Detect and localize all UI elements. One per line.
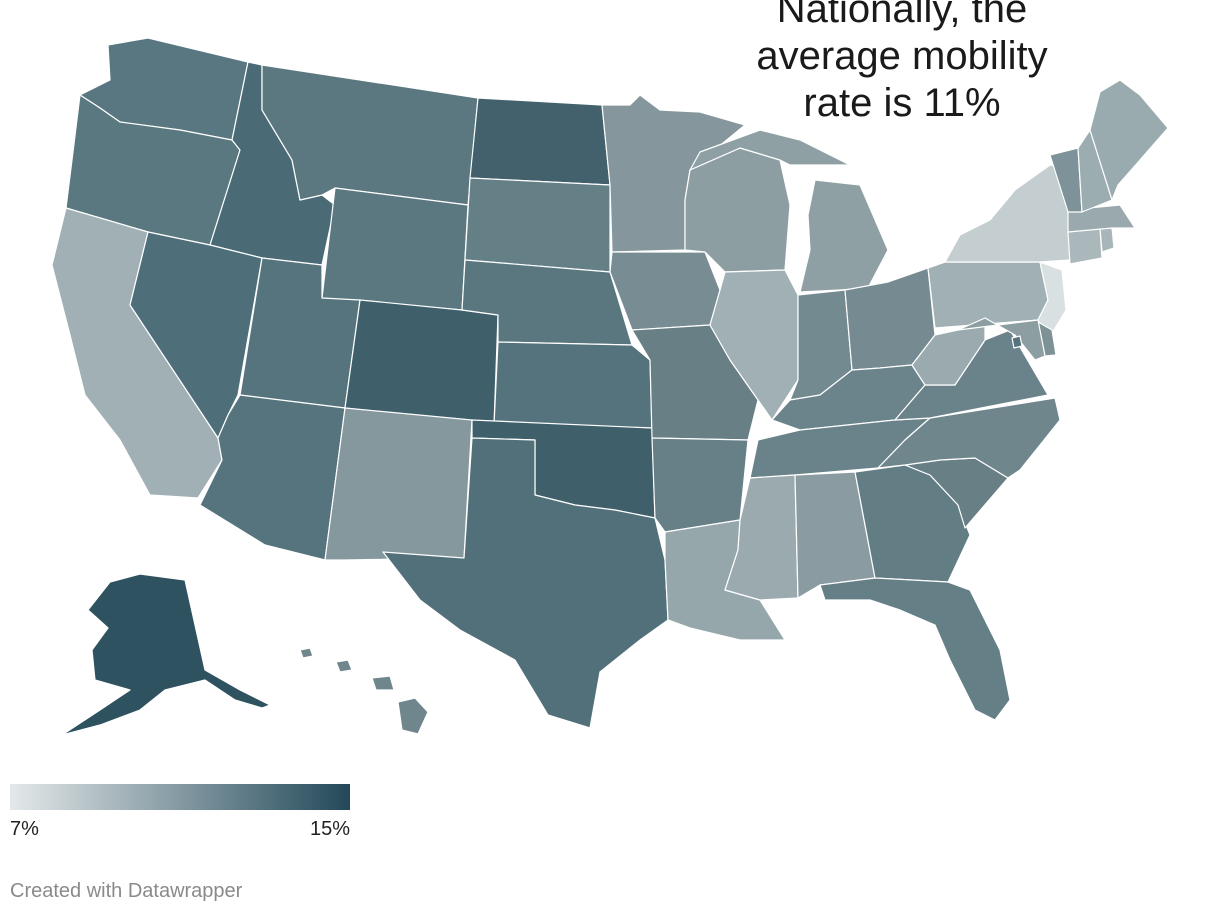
annotation-line-3: rate is 11% [803,81,1001,125]
annotation-line-2: average mobility [756,34,1048,78]
state-kansas[interactable]: Kansas [493,341,653,429]
legend-min-label: 7% [10,818,39,840]
state-hawaii-big-island[interactable]: Hawaii [397,697,429,735]
state-texas[interactable]: Texas [382,437,669,729]
state-district-of-columbia[interactable]: District of Columbia [1011,335,1023,349]
state-colorado[interactable]: Colorado [344,299,499,426]
state-wyoming[interactable]: Wyoming [321,187,469,311]
state-hawaii-maui[interactable]: Hawaii [371,675,395,691]
legend-gradient-bar [10,784,350,810]
state-connecticut[interactable]: Connecticut [1067,227,1103,265]
state-pennsylvania[interactable]: Pennsylvania [927,261,1049,329]
state-new-mexico[interactable]: New Mexico [324,407,473,561]
state-nevada[interactable]: Nevada [129,231,263,439]
state-maine[interactable]: Maine [1089,79,1169,201]
state-north-dakota[interactable]: North Dakota [469,97,611,186]
state-florida[interactable]: Florida [819,577,1011,721]
state-maryland[interactable]: Maryland [957,317,1046,361]
state-michigan[interactable]: Michigan [689,129,851,171]
state-hawaii-oahu[interactable]: Hawaii [335,659,353,673]
annotation-line-1: Nationally, the [776,0,1028,31]
state-hawaii-kauai[interactable]: Hawaii [299,647,314,659]
state-west-virginia[interactable]: West Virginia [911,317,986,386]
state-iowa[interactable]: Iowa [609,251,721,331]
state-massachusetts[interactable]: Massachusetts [1067,204,1136,233]
map-annotation: Nationally, the average mobility rate is… [742,0,1062,127]
state-south-dakota[interactable]: South Dakota [464,177,611,273]
state-alaska[interactable]: Alaska [61,573,271,736]
state-arkansas[interactable]: Arkansas [651,437,749,533]
legend-max-label: 15% [309,818,350,840]
state-north-carolina[interactable]: North Carolina [877,397,1061,479]
state-michigan-lower[interactable]: Michigan [799,179,889,293]
state-new-york[interactable]: New York [944,164,1071,263]
state-rhode-island[interactable]: Rhode Island [1099,227,1115,253]
color-legend: 7% 15% [10,784,350,840]
datawrapper-credit: Created with Datawrapper [10,880,243,902]
state-illinois[interactable]: Illinois [709,269,799,421]
